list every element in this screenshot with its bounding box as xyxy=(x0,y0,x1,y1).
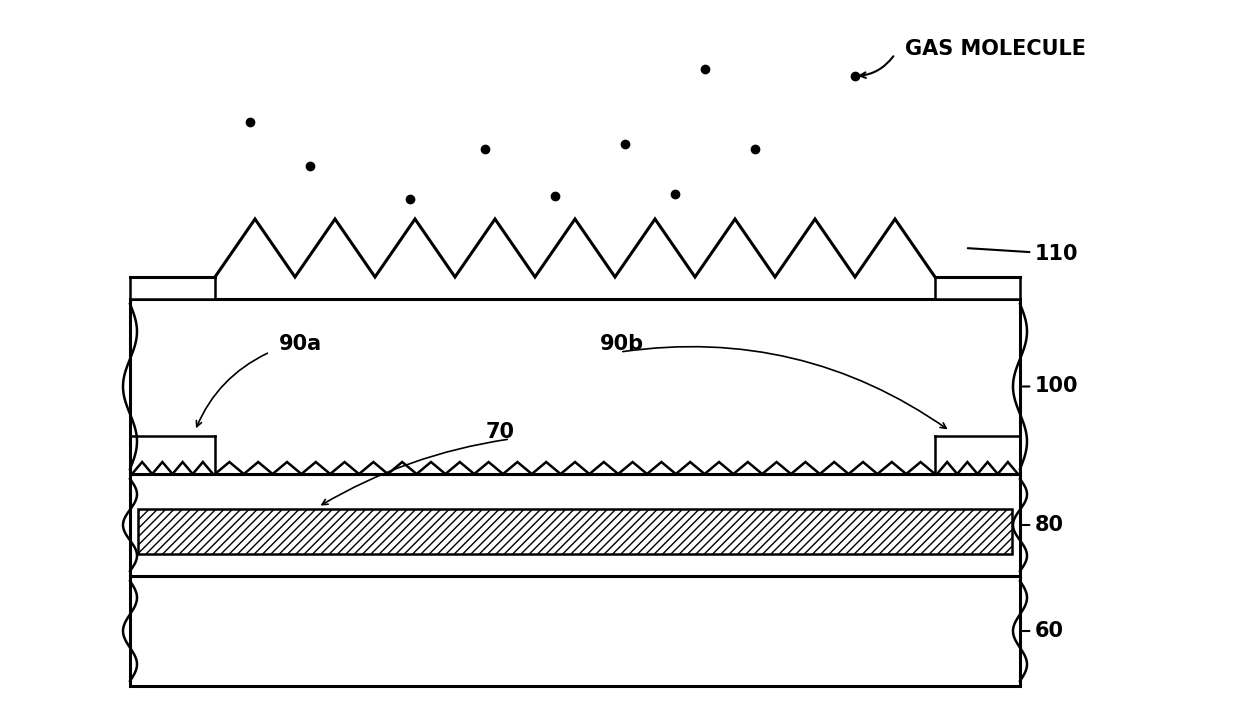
Text: 100: 100 xyxy=(1023,377,1078,396)
Text: 60: 60 xyxy=(1023,621,1065,641)
Bar xyxy=(138,509,1011,554)
Text: 70: 70 xyxy=(485,422,515,442)
Bar xyxy=(935,277,1020,299)
Text: 90b: 90b xyxy=(600,334,645,354)
Bar xyxy=(130,277,215,299)
Text: 80: 80 xyxy=(1023,515,1065,535)
Bar xyxy=(130,576,1020,686)
Bar xyxy=(130,474,1020,576)
Bar xyxy=(130,299,1020,474)
Text: GAS MOLECULE: GAS MOLECULE xyxy=(905,39,1086,59)
Text: 90a: 90a xyxy=(278,334,321,354)
Text: 110: 110 xyxy=(968,244,1078,264)
